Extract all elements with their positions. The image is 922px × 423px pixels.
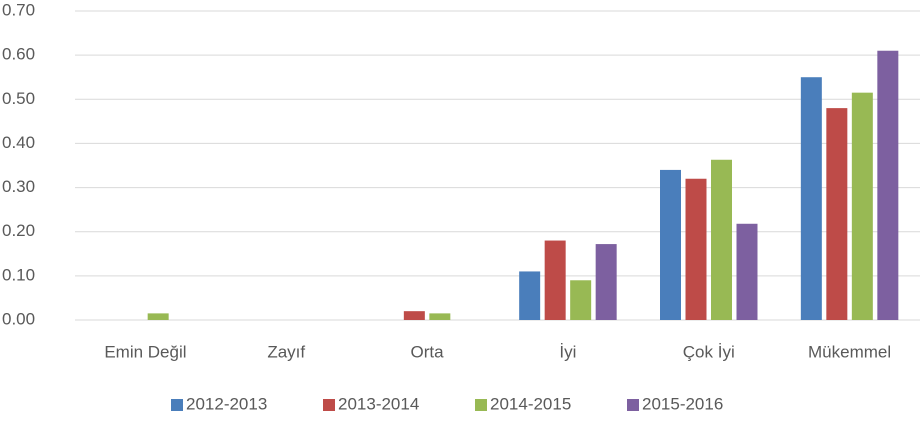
legend-swatch — [323, 399, 335, 411]
bar — [736, 223, 758, 320]
y-tick-label: 0.40 — [2, 133, 35, 152]
bar — [851, 92, 873, 321]
y-tick-label: 0.20 — [2, 221, 35, 240]
bar — [147, 313, 169, 320]
bar — [877, 50, 899, 320]
bar — [595, 244, 617, 320]
y-tick-label: 0.50 — [2, 89, 35, 108]
y-tick-label: 0.30 — [2, 177, 35, 196]
bar — [570, 280, 592, 320]
bar — [826, 108, 848, 320]
x-tick-label: Zayıf — [267, 342, 305, 361]
y-tick-label: 0.10 — [2, 265, 35, 284]
bar — [544, 240, 566, 320]
x-tick-label: İyi — [559, 342, 576, 361]
legend-swatch — [475, 399, 487, 411]
legend-label: 2015-2016 — [642, 394, 723, 413]
y-tick-label: 0.00 — [2, 309, 35, 328]
bar — [711, 159, 732, 320]
bar — [800, 77, 822, 320]
x-tick-label: Mükemmel — [808, 342, 891, 361]
legend-swatch — [627, 399, 639, 411]
bar — [660, 169, 681, 320]
y-tick-label: 0.70 — [2, 0, 35, 19]
bar — [519, 271, 541, 320]
bar — [429, 313, 451, 320]
legend-swatch — [171, 399, 183, 411]
x-tick-label: Orta — [411, 342, 445, 361]
x-tick-label: Çok İyi — [683, 342, 735, 361]
legend-label: 2013-2014 — [338, 394, 419, 413]
bar — [403, 311, 425, 320]
y-tick-label: 0.60 — [2, 45, 35, 64]
legend-label: 2012-2013 — [186, 394, 267, 413]
legend-label: 2014-2015 — [490, 394, 571, 413]
x-tick-label: Emin Değil — [104, 342, 186, 361]
bar — [685, 178, 707, 320]
